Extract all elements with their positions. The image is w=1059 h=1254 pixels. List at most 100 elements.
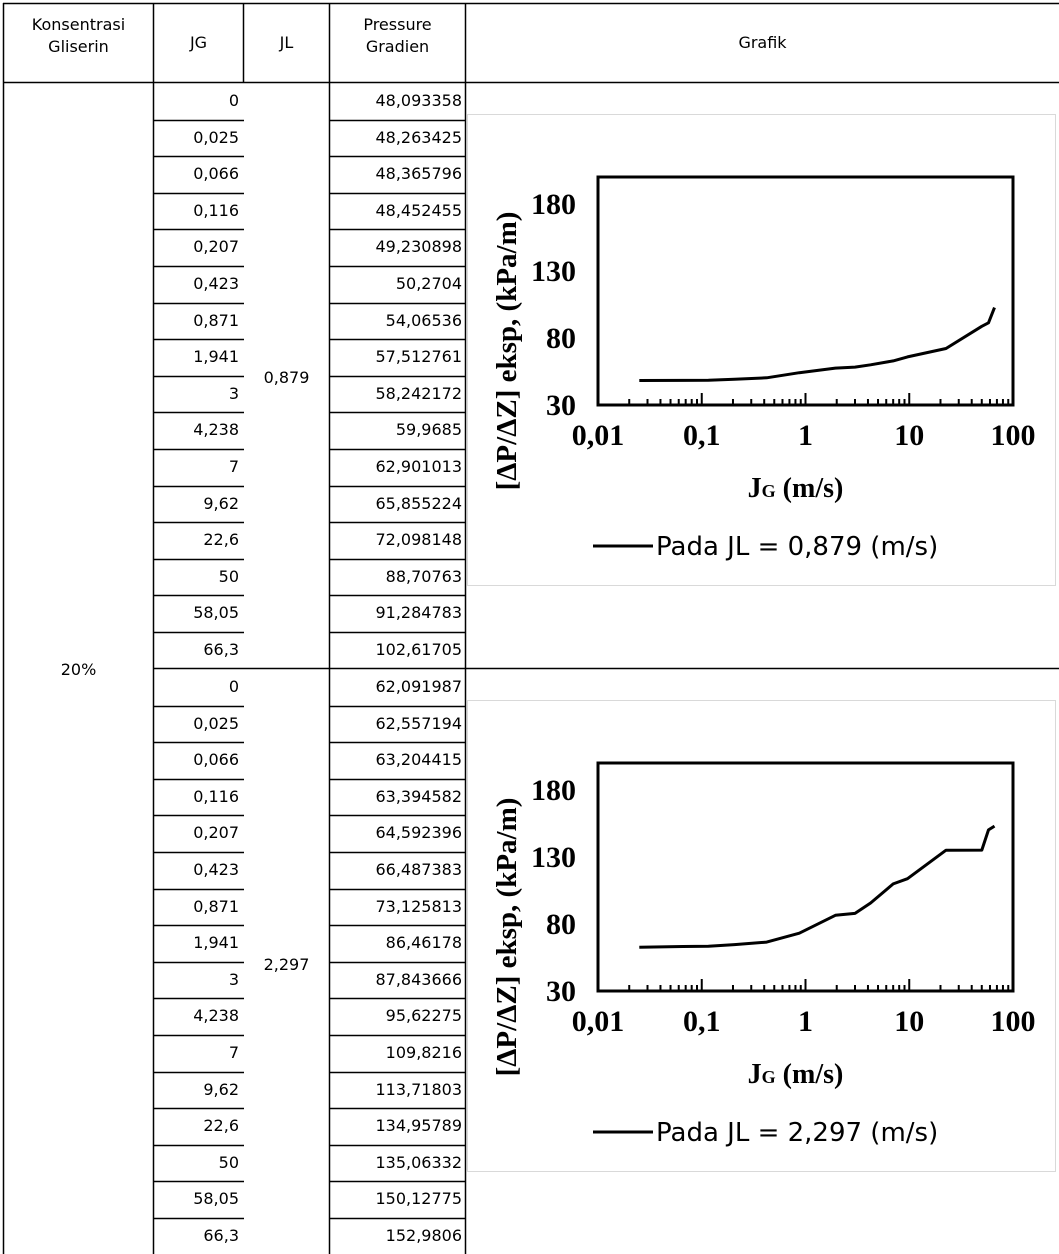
header-konsentrasi: Konsentrasi Gliserin: [4, 14, 153, 58]
x-axis-label-main: J: [748, 1059, 762, 1090]
y-axis-label: [ΔP/ΔZ] eksp, (kPa/m): [491, 212, 523, 491]
jg-cell: 0: [228, 677, 239, 696]
jg-cell: 50: [218, 1152, 239, 1172]
x-axis-label-sub: G: [762, 1067, 776, 1087]
jg-cell: 0,423: [193, 860, 239, 879]
pressure-cell: 54,06536: [385, 310, 462, 330]
pressure-cell: 113,71803: [375, 1079, 462, 1099]
x-tick-label: 0,01: [572, 419, 625, 452]
jg-cell: 58,05: [193, 1189, 239, 1209]
jg-cell: 1,941: [193, 933, 239, 953]
jg-cell: 0,871: [193, 896, 239, 916]
x-tick-label: 100: [991, 419, 1036, 452]
x-axis-label-unit: (m/s): [776, 1059, 844, 1090]
jg-cell: 0,025: [193, 127, 239, 147]
pressure-cell: 50,2704: [395, 274, 462, 293]
pressure-cell: 65,855224: [375, 493, 462, 513]
x-tick-label: 0,1: [683, 419, 721, 452]
jg-cell: 9,62: [203, 493, 239, 513]
pressure-cell: 91,284783: [375, 603, 462, 623]
chart-1: 0,01 0,1 1 10 100 180 130 80 30 [ΔP/ΔZ] eksp, (kP…: [467, 114, 1056, 586]
pressure-cell: 64,592396: [375, 823, 462, 843]
x-tick-label: 1: [798, 419, 813, 452]
pressure-cell: 72,098148: [375, 530, 462, 550]
pressure-cell: 58,242172: [375, 383, 462, 403]
chart-1-svg: 0,01 0,1 1 10 100 180 130 80 30 [ΔP/ΔZ] eksp, (kP…: [491, 175, 1036, 562]
pressure-cell: 48,452455: [375, 200, 462, 220]
header-grafik: Grafik: [738, 33, 787, 52]
header-jl: JL: [279, 33, 294, 52]
header-pressure-line2: Gradien: [365, 37, 430, 56]
x-tick-label: 1: [798, 1005, 813, 1038]
x-tick-label: 10: [894, 419, 924, 452]
y-tick-label: 30: [546, 389, 576, 422]
series-line: [639, 307, 996, 382]
pressure-cell: 134,95789: [375, 1116, 462, 1136]
jg-cell: 0,116: [193, 200, 239, 220]
jg-cell: 0,116: [193, 786, 239, 806]
jg-cell: 3: [228, 969, 239, 989]
pressure-cell: 109,8216: [385, 1043, 462, 1062]
pressure-cell: 150,12775: [375, 1189, 462, 1209]
pressure-cell: 62,901013: [375, 457, 462, 476]
legend-label: Pada JL = 0,879 (m/s): [656, 532, 938, 562]
jl-value-1: 0,879: [263, 368, 310, 387]
x-tick-label: 10: [894, 1005, 924, 1038]
jg-cell: 7: [228, 1043, 239, 1062]
y-tick-label: 130: [531, 255, 576, 288]
pressure-cell: 48,263425: [375, 127, 462, 147]
x-axis-label-sub: G: [762, 481, 776, 501]
jl-value-2: 2,297: [263, 955, 310, 974]
jg-cell: 3: [228, 383, 239, 403]
y-axis-label: [ΔP/ΔZ] eksp, (kPa/m): [491, 798, 523, 1077]
pressure-cell: 59,9685: [395, 420, 462, 440]
konsentrasi-value: 20%: [60, 660, 97, 679]
pressure-cell: 152,9806: [385, 1226, 462, 1245]
chart-2: 0,01 0,1 1 10 100 180 130 80 30 [ΔP/ΔZ] eksp, (kP…: [467, 700, 1056, 1172]
series-line: [639, 824, 996, 949]
header-konsentrasi-line1: Konsentrasi: [31, 15, 126, 34]
jg-cell: 0,025: [193, 713, 239, 733]
chart-2-svg: 0,01 0,1 1 10 100 180 130 80 30 [ΔP/ΔZ] eksp, (kP…: [491, 761, 1036, 1148]
y-tick-label: 80: [546, 322, 576, 355]
jg-cell: 22,6: [203, 1116, 239, 1136]
pressure-cell: 95,62275: [385, 1006, 462, 1026]
pressure-cell: 62,091987: [375, 677, 462, 696]
pressure-cell: 48,093358: [375, 91, 462, 110]
jg-cell: 66,3: [203, 1226, 239, 1245]
pressure-cell: 62,557194: [375, 713, 462, 733]
header-konsentrasi-line2: Gliserin: [48, 37, 109, 56]
pressure-cell: 135,06332: [375, 1152, 462, 1172]
x-tick-label: 100: [991, 1005, 1036, 1038]
x-tick-label: 0,1: [683, 1005, 721, 1038]
pressure-cell: 66,487383: [375, 860, 462, 879]
x-tick-label: 0,01: [572, 1005, 625, 1038]
x-axis-label-main: J: [748, 473, 762, 504]
jg-cell: 22,6: [203, 530, 239, 550]
jg-cell: 66,3: [203, 640, 239, 659]
pressure-cell: 63,394582: [375, 786, 462, 806]
pressure-cell: 102,61705: [375, 640, 462, 659]
jg-cell: 0,871: [193, 310, 239, 330]
pressure-cell: 57,512761: [375, 347, 462, 367]
legend-label: Pada JL = 2,297 (m/s): [656, 1118, 938, 1148]
jg-cell: 1,941: [193, 347, 239, 367]
jg-cell: 0,423: [193, 274, 239, 293]
pressure-cell: 88,70763: [385, 566, 462, 586]
pressure-cell: 86,46178: [385, 933, 462, 953]
jg-cell: 4,238: [193, 1006, 239, 1026]
plot-frame: [596, 761, 1015, 993]
y-tick-label: 80: [546, 908, 576, 941]
pressure-cell: 73,125813: [375, 896, 462, 916]
pressure-cell: 48,365796: [375, 164, 462, 184]
x-axis-label: JG (m/s): [748, 1059, 844, 1090]
header-pressure-line1: Pressure: [363, 15, 432, 34]
jg-cell: 0,207: [193, 823, 239, 843]
x-axis-label-unit: (m/s): [776, 473, 844, 504]
header-jg: JG: [189, 33, 208, 52]
pressure-cell: 87,843666: [375, 969, 462, 989]
jg-cell: 0,207: [193, 237, 239, 257]
y-tick-label: 180: [531, 188, 576, 221]
jg-cell: 0: [228, 91, 239, 110]
